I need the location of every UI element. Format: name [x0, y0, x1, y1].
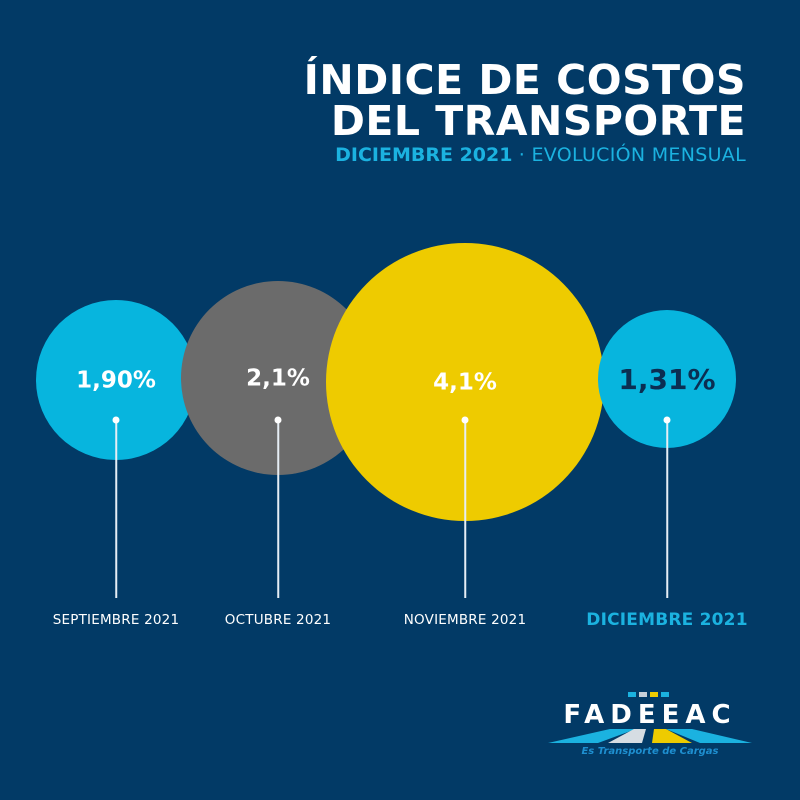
subtitle: DICIEMBRE 2021 · EVOLUCIÓN MENSUAL	[335, 146, 746, 165]
title-line-1: ÍNDICE DE COSTOS	[303, 56, 746, 104]
fadeeac-logo: FADEEAC Es Transporte de Cargas	[548, 690, 752, 760]
month-label: NOVIEMBRE 2021	[403, 612, 527, 628]
logo-square	[661, 692, 669, 697]
bubble-value: 2,1%	[246, 365, 310, 392]
subtitle-separator: ·	[512, 144, 532, 166]
bubble-value: 1,90%	[76, 367, 156, 394]
leader-dot-icon	[461, 416, 469, 424]
leader-line	[666, 420, 668, 598]
month-label: DICIEMBRE 2021	[586, 610, 748, 630]
month-label: OCTUBRE 2021	[224, 612, 332, 628]
leader-line	[115, 420, 117, 598]
logo-square	[650, 692, 658, 697]
leader-line	[277, 420, 279, 598]
leader-dot-icon	[112, 416, 120, 424]
logo-wordmark: FADEEAC	[563, 700, 737, 730]
logo-square	[639, 692, 647, 697]
bubble-value: 4,1%	[433, 369, 497, 396]
subtitle-description: EVOLUCIÓN MENSUAL	[531, 144, 746, 166]
leader-dot-icon	[274, 416, 282, 424]
bubble-value: 1,31%	[618, 363, 716, 396]
title-line-2: DEL TRANSPORTE	[330, 97, 746, 145]
logo-square	[628, 692, 636, 697]
road-icon	[548, 729, 752, 743]
subtitle-period: DICIEMBRE 2021	[335, 144, 513, 166]
logo-tagline: Es Transporte de Cargas	[581, 746, 719, 757]
leader-line	[464, 420, 466, 598]
month-label: SEPTIEMBRE 2021	[52, 612, 180, 628]
leader-dot-icon	[663, 416, 671, 424]
logo-squares-icon	[628, 692, 669, 697]
